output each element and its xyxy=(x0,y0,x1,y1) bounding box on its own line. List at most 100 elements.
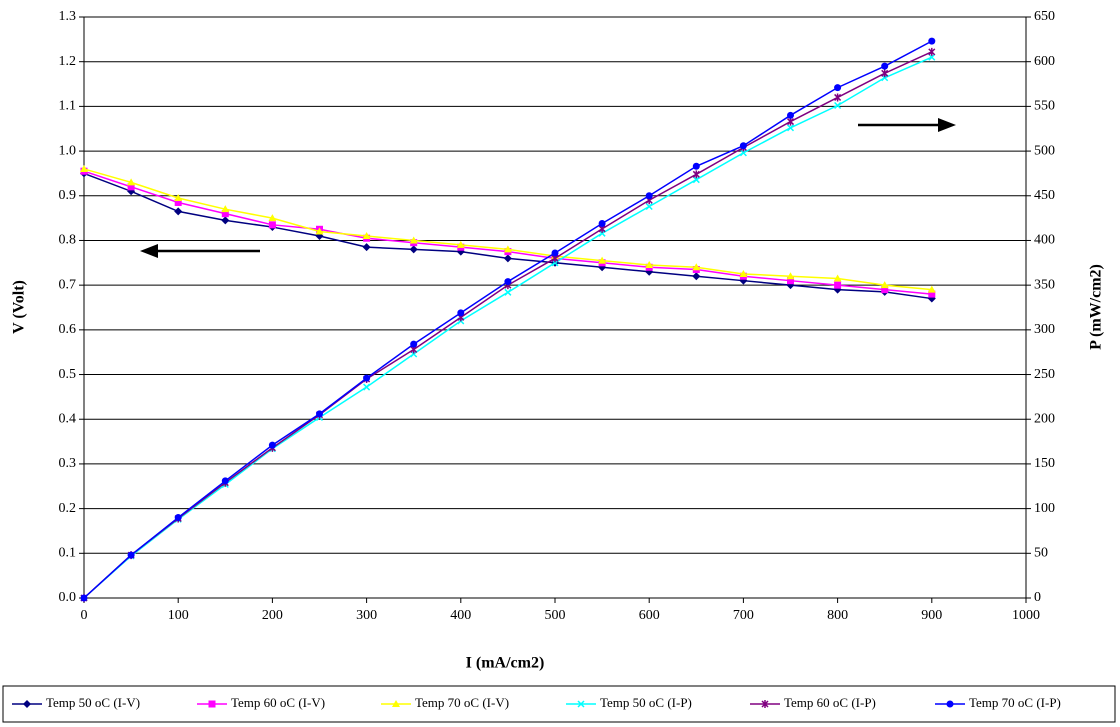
legend-label: Temp 60 oC (I-V) xyxy=(231,695,325,710)
marker xyxy=(928,290,936,298)
y2-tick-label: 200 xyxy=(1034,411,1055,426)
marker xyxy=(221,210,229,218)
legend-box xyxy=(2,685,1116,723)
x-tick-label: 800 xyxy=(827,608,848,623)
marker xyxy=(787,277,794,285)
marker xyxy=(598,256,607,264)
y-tick-label: 0.8 xyxy=(59,233,77,248)
marker xyxy=(834,93,842,102)
y2-tick-label: 300 xyxy=(1034,322,1055,337)
marker xyxy=(221,216,230,225)
y2-tick-label: 450 xyxy=(1034,188,1055,203)
marker xyxy=(692,176,700,184)
marker xyxy=(80,164,88,172)
marker xyxy=(786,117,795,126)
marker xyxy=(577,700,585,708)
y-axis-title: V (Volt) xyxy=(11,280,28,334)
marker xyxy=(880,281,889,289)
marker xyxy=(787,111,794,119)
x-tick-label: 400 xyxy=(450,608,471,623)
marker xyxy=(221,477,229,485)
marker xyxy=(208,700,216,708)
marker xyxy=(881,62,889,70)
marker xyxy=(268,441,276,449)
marker xyxy=(645,202,653,211)
marker xyxy=(23,700,31,708)
y-tick-label: 0.3 xyxy=(59,456,77,471)
marker xyxy=(739,142,747,150)
marker xyxy=(834,84,842,92)
marker xyxy=(786,124,795,132)
marker xyxy=(316,410,323,418)
marker xyxy=(80,594,88,602)
series-line xyxy=(83,56,933,599)
arrows xyxy=(140,118,956,258)
marker xyxy=(174,207,183,216)
marker xyxy=(645,192,653,200)
x-tick-label: 100 xyxy=(168,608,189,623)
y-tick-label: 0.5 xyxy=(59,367,77,382)
y-tick-label: 0.1 xyxy=(59,546,77,561)
marker xyxy=(551,249,559,257)
marker xyxy=(834,281,842,289)
marker xyxy=(409,236,418,244)
marker xyxy=(268,214,277,222)
marker xyxy=(739,149,747,157)
x-tick-label: 300 xyxy=(356,608,377,623)
y-tick-label: 0.7 xyxy=(59,277,77,292)
marker xyxy=(504,278,512,286)
y-tick-label: 0.0 xyxy=(59,590,77,605)
marker xyxy=(504,288,512,296)
marker xyxy=(946,700,954,708)
marker xyxy=(457,309,465,317)
marker xyxy=(834,101,842,110)
marker xyxy=(645,261,654,269)
series-line xyxy=(83,170,932,295)
marker xyxy=(363,383,371,391)
y2-tick-label: 350 xyxy=(1034,277,1055,292)
marker xyxy=(362,243,371,252)
plot-frame xyxy=(83,16,1027,599)
y2-tick-label: 650 xyxy=(1034,9,1055,24)
marker xyxy=(928,53,936,61)
x-tick-label: 900 xyxy=(921,608,942,623)
y2-tick-label: 150 xyxy=(1034,456,1055,471)
series-line xyxy=(83,51,933,599)
marker xyxy=(761,700,769,708)
marker xyxy=(881,69,889,78)
marker xyxy=(786,272,795,280)
y-tick-label: 0.9 xyxy=(59,188,77,203)
y2-tick-label: 400 xyxy=(1034,233,1055,248)
y2-tick-label: 250 xyxy=(1034,367,1055,382)
y-tick-label: 1.1 xyxy=(59,99,77,114)
marker xyxy=(409,245,418,254)
y-tick-label: 0.6 xyxy=(59,322,77,337)
x-tick-label: 600 xyxy=(639,608,660,623)
y-tick-label: 1.0 xyxy=(59,143,77,158)
x-tick-label: 1000 xyxy=(1012,608,1040,623)
marker xyxy=(692,162,700,170)
marker xyxy=(127,178,136,186)
marker xyxy=(927,285,936,293)
marker xyxy=(174,514,182,522)
marker xyxy=(315,227,324,235)
y2-tick-label: 550 xyxy=(1034,99,1055,114)
series-line xyxy=(83,40,933,599)
x-tick-label: 500 xyxy=(545,608,566,623)
marker xyxy=(268,221,276,229)
y2-tick-label: 600 xyxy=(1034,54,1055,69)
marker xyxy=(127,551,135,559)
x-tick-label: 200 xyxy=(262,608,283,623)
y2-tick-label: 100 xyxy=(1034,501,1055,516)
marker xyxy=(928,47,936,56)
y-tick-label: 1.3 xyxy=(59,9,77,24)
y-tick-label: 1.2 xyxy=(59,54,77,69)
legend-label: Temp 70 oC (I-V) xyxy=(415,695,509,710)
marker xyxy=(456,240,465,248)
marker xyxy=(692,272,701,281)
marker xyxy=(928,37,936,45)
x-tick-label: 700 xyxy=(733,608,754,623)
marker xyxy=(392,700,400,707)
marker xyxy=(174,194,183,202)
